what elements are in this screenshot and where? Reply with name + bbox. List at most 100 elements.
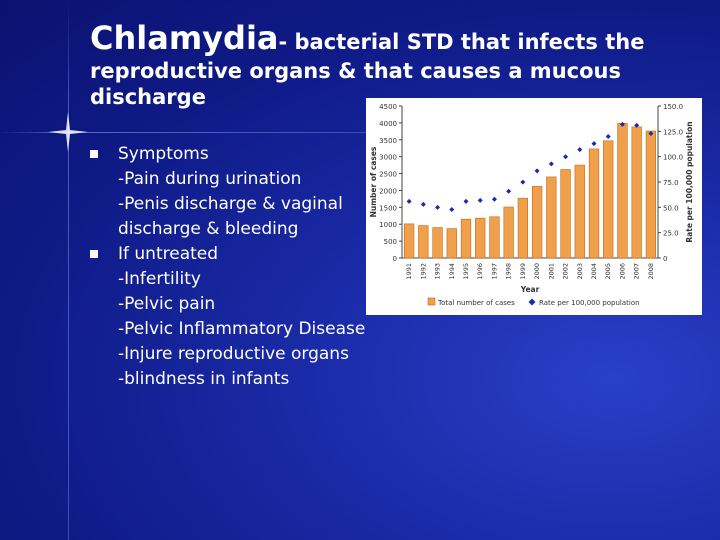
rate-marker xyxy=(506,188,512,194)
bar-total-cases xyxy=(631,126,642,259)
rate-marker xyxy=(548,161,554,167)
bullet-untreated: If untreated -Infertility -Pelvic pain -… xyxy=(90,242,390,392)
bar-total-cases xyxy=(460,218,472,259)
x-tick-label: 1993 xyxy=(434,263,442,280)
legend-marker-rate xyxy=(528,298,536,306)
y-tick-label: 2500 xyxy=(379,171,397,179)
bullet-line: -Pain during urination xyxy=(118,169,302,189)
bar-total-cases xyxy=(503,206,514,259)
bullet-heading: If untreated xyxy=(118,244,219,264)
bar-total-cases xyxy=(603,140,614,259)
bullet-line: -Penis discharge & vaginal discharge & b… xyxy=(118,194,343,239)
legend-label-cases: Total number of cases xyxy=(437,299,515,307)
bullet-symptoms: Symptoms -Pain during urination -Penis d… xyxy=(90,142,390,242)
x-tick-label: 1992 xyxy=(419,263,427,280)
rate-marker xyxy=(605,133,611,139)
rate-marker xyxy=(463,198,469,204)
title-rest-first: - bacterial STD that infects the xyxy=(278,30,645,54)
bar-total-cases xyxy=(418,225,429,259)
rate-marker xyxy=(534,168,540,174)
y-tick-label: 500 xyxy=(384,238,397,246)
y-tick-label: 2000 xyxy=(379,187,397,195)
x-tick-label: 1997 xyxy=(490,263,498,280)
x-tick-label: 2007 xyxy=(633,263,641,280)
y-tick-label: 1000 xyxy=(379,221,397,229)
y2-tick-label: 150.0 xyxy=(663,103,683,111)
y2-axis-label: Rate per 100,000 population xyxy=(685,121,694,242)
bullet-square-icon xyxy=(90,250,98,258)
rate-marker xyxy=(491,196,497,202)
bar-total-cases xyxy=(645,130,657,259)
bar-total-cases xyxy=(475,217,486,259)
chart-svg: 0 500 1000 1500 2000 2500 3000 3500 4000 4500 0 25.… xyxy=(369,103,694,307)
bullet-square-icon xyxy=(90,150,98,158)
rate-marker xyxy=(435,204,441,210)
bar-total-cases xyxy=(546,176,557,259)
bullet-list: Symptoms -Pain during urination -Penis d… xyxy=(90,142,390,392)
bullet-line: -Pelvic Inflammatory Disease xyxy=(118,319,366,339)
rate-marker xyxy=(591,141,597,147)
y-tick-label: 1500 xyxy=(379,204,397,212)
y-tick-label: 0 xyxy=(393,255,397,263)
legend-swatch-cases xyxy=(427,297,436,306)
x-tick-label: 2001 xyxy=(547,263,555,280)
x-tick-label: 1998 xyxy=(505,263,513,280)
x-tick-label: 2000 xyxy=(533,263,541,280)
bar-total-cases xyxy=(588,148,600,259)
bar-total-cases xyxy=(574,164,585,259)
x-tick-label: 1996 xyxy=(476,263,484,280)
bar-total-cases xyxy=(560,169,571,259)
y-axis-label: Number of cases xyxy=(369,146,378,217)
x-tick-label: 2002 xyxy=(562,263,570,280)
bar-total-cases xyxy=(517,197,529,259)
rate-marker xyxy=(520,179,526,185)
rate-marker xyxy=(577,147,583,153)
bar-total-cases xyxy=(446,228,457,259)
y2-tick-label: 25.0 xyxy=(663,230,679,238)
bullet-line: -blindness in infants xyxy=(118,369,290,389)
chlamydia-cases-chart: 0 500 1000 1500 2000 2500 3000 3500 4000 4500 0 25.… xyxy=(366,98,702,315)
slide-title: Chlamydia- bacterial STD that infects th… xyxy=(90,18,705,111)
rate-marker xyxy=(477,197,483,203)
x-tick-label: 1994 xyxy=(448,263,456,280)
bar-total-cases xyxy=(489,216,500,259)
y-tick-label: 3500 xyxy=(379,137,397,145)
y2-tick-label: 50.0 xyxy=(663,204,679,212)
y-tick-label: 4000 xyxy=(379,120,397,128)
bullet-line: -Pelvic pain xyxy=(118,294,216,314)
y2-tick-label: 125.0 xyxy=(663,128,683,136)
rate-marker xyxy=(634,122,640,128)
rate-marker xyxy=(449,206,455,212)
rate-marker xyxy=(648,130,654,136)
x-axis-label: Year xyxy=(520,285,540,294)
bar-total-cases xyxy=(403,223,415,259)
bar-total-cases xyxy=(531,186,543,259)
bullet-heading: Symptoms xyxy=(118,144,209,164)
rate-marker xyxy=(406,198,412,204)
bar-total-cases xyxy=(432,227,443,259)
y2-tick-label: 0 xyxy=(663,255,667,263)
rate-marker xyxy=(619,121,625,127)
sparkle-icon xyxy=(48,112,88,152)
bullet-line: -Infertility xyxy=(118,269,201,289)
y-tick-label: 4500 xyxy=(379,103,397,111)
x-tick-label: 2005 xyxy=(604,263,612,280)
x-tick-label: 1999 xyxy=(519,263,527,280)
decorative-horizontal-line xyxy=(0,132,720,133)
x-tick-label: 2004 xyxy=(590,263,598,280)
rate-marker xyxy=(563,154,569,160)
rate-marker xyxy=(420,201,426,207)
bar-total-cases xyxy=(617,122,628,259)
bullet-line: -Injure reproductive organs xyxy=(118,344,349,364)
y2-tick-label: 100.0 xyxy=(663,154,683,162)
title-main: Chlamydia xyxy=(90,19,279,57)
title-rest-second: reproductive organs & that causes a muco… xyxy=(90,59,621,110)
x-tick-label: 2008 xyxy=(647,263,655,280)
x-tick-label: 2003 xyxy=(576,263,584,280)
x-tick-label: 2006 xyxy=(618,263,626,280)
legend-label-rate: Rate per 100,000 population xyxy=(539,299,640,307)
y2-tick-label: 75.0 xyxy=(663,179,679,187)
decorative-vertical-line xyxy=(68,0,69,540)
x-tick-label: 1995 xyxy=(462,263,470,280)
x-tick-label: 1991 xyxy=(405,263,413,280)
